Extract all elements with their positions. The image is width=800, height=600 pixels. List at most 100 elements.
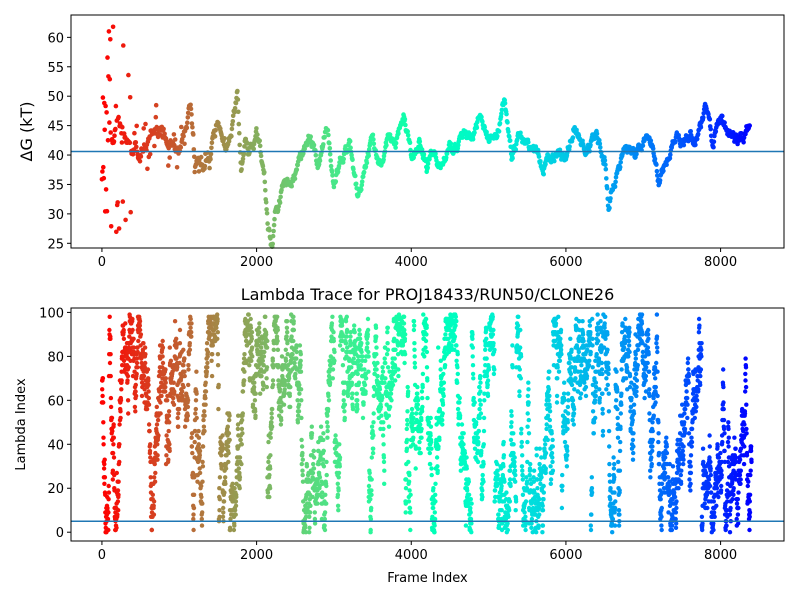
- lambda-point: [189, 444, 195, 449]
- lambda-point: [630, 457, 636, 462]
- lambda-point: [380, 369, 386, 374]
- lambda-point: [405, 417, 410, 423]
- lambda-point: [423, 316, 429, 322]
- lambda-point: [108, 395, 114, 401]
- lambda-point: [453, 323, 458, 328]
- lambda-point: [441, 380, 447, 385]
- lambda-point: [342, 402, 348, 407]
- lambda-point: [163, 380, 168, 385]
- lambda-point: [578, 391, 584, 396]
- lambda-point: [299, 461, 304, 467]
- lambda-point: [196, 435, 202, 440]
- lambda-point: [360, 415, 366, 421]
- lambda-point: [106, 510, 111, 515]
- delta-g-point: [230, 113, 236, 119]
- lambda-point: [337, 464, 342, 469]
- lambda-point: [499, 483, 504, 489]
- lambda-point: [239, 417, 245, 423]
- lambda-point: [385, 325, 390, 330]
- delta-g-point: [402, 116, 408, 122]
- lambda-point: [291, 327, 297, 333]
- lambda-point: [381, 442, 386, 447]
- lambda-point: [481, 415, 487, 421]
- lambda-point: [438, 358, 443, 363]
- lambda-point: [131, 336, 136, 341]
- lambda-point: [221, 499, 227, 504]
- lambda-point: [185, 398, 191, 403]
- delta-g-point: [384, 142, 389, 148]
- lambda-point: [194, 415, 199, 421]
- delta-g-point: [103, 187, 109, 192]
- lambda-point: [635, 347, 641, 352]
- lambda-point: [191, 527, 196, 533]
- lambda-point: [410, 411, 415, 416]
- lambda-point: [433, 492, 438, 497]
- lambda-point: [589, 512, 594, 517]
- delta-g-point: [567, 144, 572, 149]
- lambda-point: [543, 466, 548, 471]
- lambda-point: [465, 488, 470, 493]
- lambda-point: [408, 527, 413, 533]
- lambda-point: [565, 404, 571, 410]
- lambda-point: [335, 481, 340, 486]
- lambda-point: [107, 327, 112, 333]
- lambda-point: [135, 365, 140, 370]
- lambda-point: [217, 497, 222, 502]
- lambda-point: [188, 325, 193, 330]
- lambda-point: [544, 422, 549, 427]
- lambda-point: [547, 424, 553, 429]
- lambda-point: [477, 384, 482, 390]
- lambda-point: [312, 516, 318, 522]
- delta-g-point: [681, 142, 687, 148]
- delta-g-point: [292, 176, 298, 181]
- delta-g-point: [673, 139, 678, 145]
- lambda-point: [222, 490, 227, 495]
- delta-g-point: [192, 169, 197, 175]
- lambda-point: [616, 508, 622, 513]
- delta-g-point: [263, 188, 268, 193]
- lambda-point: [594, 352, 599, 357]
- delta-g-point: [143, 121, 148, 127]
- lambda-point: [291, 314, 296, 319]
- lambda-point: [470, 336, 475, 341]
- lambda-point: [348, 330, 353, 335]
- lambda-point: [559, 352, 564, 357]
- lambda-point: [146, 389, 151, 394]
- lambda-point: [469, 530, 474, 535]
- lambda-point: [519, 431, 524, 436]
- lambda-point: [475, 435, 480, 440]
- lambda-point: [504, 490, 509, 495]
- delta-g-point: [393, 145, 398, 150]
- lambda-point: [547, 409, 553, 414]
- lambda-point: [610, 516, 616, 522]
- delta-g-point: [333, 179, 339, 184]
- lambda-point: [571, 411, 577, 416]
- lambda-point: [267, 472, 272, 478]
- lambda-point: [117, 442, 122, 447]
- lambda-point: [537, 461, 542, 467]
- lambda-point: [586, 363, 592, 368]
- lambda-point: [507, 499, 513, 504]
- lambda-point: [485, 378, 491, 383]
- lambda-point: [217, 514, 222, 519]
- delta-g-point: [294, 167, 300, 172]
- lambda-point: [580, 319, 585, 324]
- lambda-point: [160, 338, 165, 344]
- lambda-point: [185, 417, 190, 423]
- lambda-point: [478, 380, 483, 385]
- lambda-point: [244, 358, 249, 363]
- lambda-point: [615, 415, 620, 421]
- lambda-point: [368, 516, 374, 522]
- lambda-point: [297, 382, 302, 388]
- lambda-point: [605, 382, 610, 388]
- lambda-point: [519, 439, 524, 445]
- lambda-point: [344, 314, 349, 319]
- lambda-point: [117, 422, 122, 427]
- lambda-point: [108, 404, 114, 410]
- delta-g-point: [126, 72, 131, 78]
- lambda-point: [412, 365, 418, 370]
- lambda-point: [205, 349, 211, 355]
- lambda-point: [415, 402, 420, 407]
- lambda-point: [420, 384, 425, 390]
- lambda-point: [137, 319, 143, 324]
